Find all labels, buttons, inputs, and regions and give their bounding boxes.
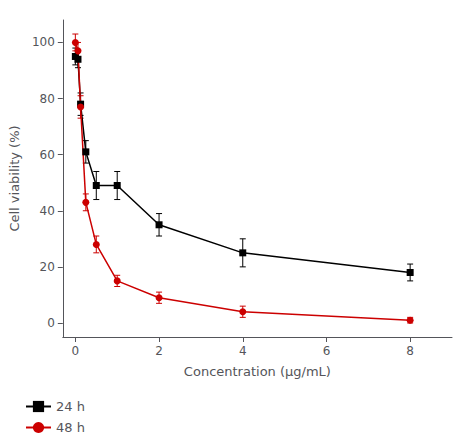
svg-text:8: 8 (406, 344, 414, 358)
svg-text:20: 20 (40, 260, 55, 274)
svg-text:2: 2 (155, 344, 163, 358)
svg-text:6: 6 (323, 344, 331, 358)
svg-text:40: 40 (40, 204, 55, 218)
svg-text:100: 100 (32, 35, 55, 49)
svg-text:60: 60 (40, 148, 55, 162)
svg-text:48 h: 48 h (56, 420, 85, 435)
svg-text:0: 0 (72, 344, 80, 358)
svg-text:80: 80 (40, 92, 55, 106)
svg-text:4: 4 (239, 344, 247, 358)
svg-text:24 h: 24 h (56, 399, 85, 414)
svg-text:0: 0 (47, 316, 55, 330)
svg-text:Concentration (μg/mL): Concentration (μg/mL) (184, 364, 331, 379)
svg-text:Cell viability (%): Cell viability (%) (7, 125, 22, 231)
